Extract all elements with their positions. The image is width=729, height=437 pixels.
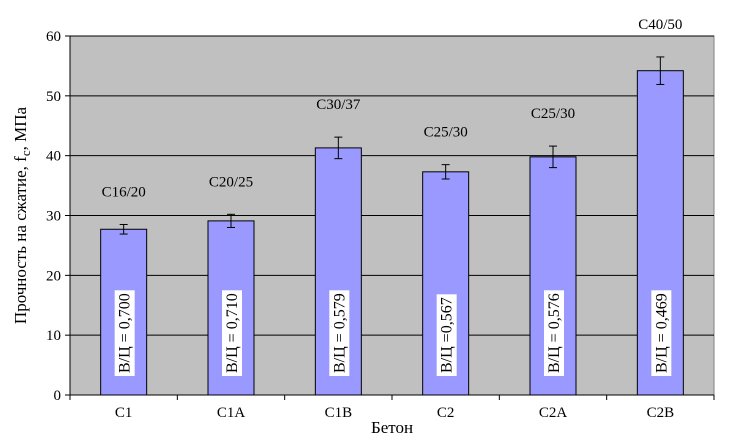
wc-label-box (329, 290, 350, 376)
wc-label-box (544, 290, 564, 376)
y-tick-label: 30 (46, 209, 61, 225)
wc-label-box (651, 290, 672, 376)
class-label: C25/30 (424, 125, 468, 141)
wc-label-group: В/Ц = 0,469 (651, 290, 672, 376)
wc-label-group: В/Ц =0,567 (436, 294, 457, 376)
y-tick-label: 20 (46, 268, 61, 284)
y-tick-label: 0 (54, 388, 62, 404)
category-label: C2 (437, 405, 455, 421)
wc-label: В/Ц = 0,700 (117, 293, 134, 373)
y-tick-label: 50 (46, 89, 61, 105)
bar-c2b (636, 70, 684, 396)
wc-label: В/Ц = 0,710 (224, 293, 241, 373)
wc-label-box (436, 294, 457, 376)
x-axis-title: Бетон (371, 418, 413, 437)
wc-label-box (114, 290, 135, 376)
category-label: C1 (115, 405, 133, 421)
class-label: C20/25 (209, 174, 253, 190)
gridlines (70, 35, 714, 336)
wc-label-group: В/Ц = 0,710 (222, 290, 242, 376)
y-tick-label: 60 (46, 29, 61, 45)
category-label: C1B (325, 405, 353, 421)
y-tick-label: 40 (46, 149, 61, 165)
class-label: C30/37 (316, 97, 361, 113)
wc-label-box (222, 290, 242, 376)
y-tick-label: 10 (46, 328, 61, 344)
category-label: C2A (539, 405, 568, 421)
category-label: C2B (647, 405, 675, 421)
wc-label: В/Ц = 0,576 (546, 293, 563, 373)
wc-label-group: В/Ц = 0,700 (114, 290, 135, 376)
bars (100, 56, 684, 396)
wc-label: В/Ц =0,567 (439, 297, 456, 373)
class-label: C16/20 (102, 184, 146, 200)
axes (65, 35, 715, 400)
y-axis-title: Прочность на сжатие, fc, МПа (11, 106, 33, 324)
wc-label: В/Ц = 0,579 (331, 293, 348, 373)
wc-label-group: В/Ц = 0,576 (544, 290, 564, 376)
wc-label-group: В/Ц = 0,579 (329, 290, 350, 376)
class-label: C25/30 (531, 106, 575, 122)
wc-label: В/Ц = 0,469 (653, 293, 670, 373)
class-label: C40/50 (638, 17, 682, 33)
labels: 0 10 20 30 40 50 60 C1 C16/20 В/Ц = 0,700 C1A C20/2… (11, 17, 682, 437)
category-label: C1A (217, 405, 246, 421)
